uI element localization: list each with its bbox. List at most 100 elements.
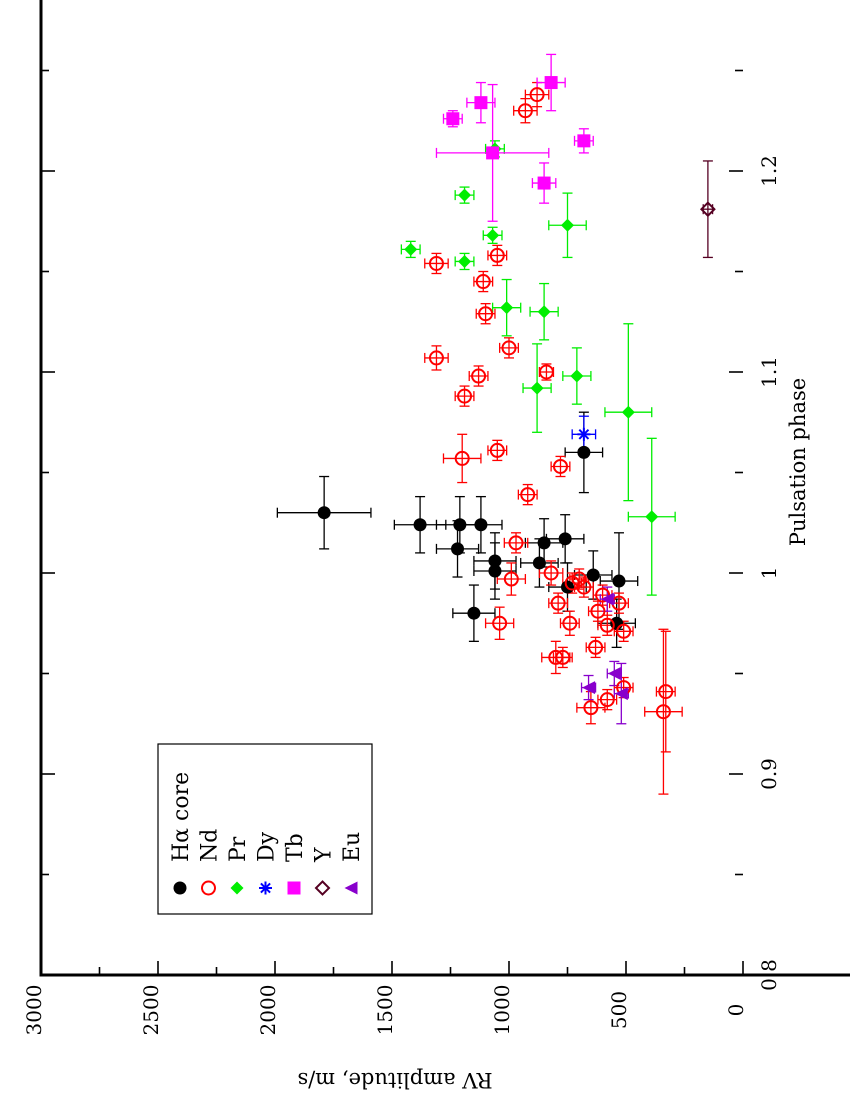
nd-data-point xyxy=(489,247,505,263)
legend-y-marker xyxy=(314,880,331,896)
dy-data-point xyxy=(577,427,591,441)
eu-data-point xyxy=(582,681,596,695)
nd-data-point xyxy=(529,87,545,103)
legend: Hα core Nd Pr Dy Tb Y Eu xyxy=(157,743,373,915)
hcore-data-point xyxy=(610,616,624,630)
nd-data-point xyxy=(428,255,444,271)
legend-dy-label: Dy xyxy=(255,831,280,862)
tb-data-point xyxy=(486,146,500,160)
pr-data-point xyxy=(570,369,584,383)
amplitude-tick-label: 2500 xyxy=(139,985,163,1036)
amplitude-tick-label: 0 xyxy=(724,1004,748,1017)
x-axis-title: Pulsation phase xyxy=(786,378,810,546)
tb-data-point xyxy=(577,134,591,148)
amplitude-tick-label: 1500 xyxy=(373,985,397,1036)
eu-data-point xyxy=(600,592,614,606)
nd-data-point xyxy=(501,340,517,356)
pr-data-point xyxy=(645,510,659,524)
hcore-data-point xyxy=(488,564,502,578)
hcore-data-point xyxy=(612,574,626,588)
amplitude-tick-label: 1000 xyxy=(490,985,514,1036)
legend-tb-marker xyxy=(287,881,301,895)
data-markers xyxy=(317,76,716,720)
hcore-data-point xyxy=(577,445,591,459)
legend-nd-marker xyxy=(201,880,216,896)
y-data-point xyxy=(699,201,716,218)
phase-tick-label: 0.8 xyxy=(757,959,781,991)
pr-data-point xyxy=(537,305,551,319)
amplitude-tick-label: 3000 xyxy=(22,985,46,1036)
nd-data-point xyxy=(454,450,470,466)
pr-data-point xyxy=(486,228,500,242)
nd-data-point xyxy=(552,458,568,474)
nd-data-point xyxy=(555,649,571,665)
hcore-data-point xyxy=(467,606,481,620)
error-bars xyxy=(276,53,714,795)
nd-data-point xyxy=(655,704,671,720)
hcore-data-point xyxy=(317,506,331,520)
plot-frame xyxy=(39,0,850,977)
nd-data-point xyxy=(475,274,491,290)
legend-y-label: Y xyxy=(312,847,337,863)
nd-data-point xyxy=(599,617,615,633)
eu-data-point xyxy=(614,687,628,701)
hcore-data-point xyxy=(558,532,572,546)
tb-data-point xyxy=(537,176,551,190)
tb-data-point xyxy=(474,96,488,110)
nd-data-point xyxy=(492,615,508,631)
nd-data-point xyxy=(520,487,536,503)
legend-hcore-marker xyxy=(173,881,187,895)
nd-data-point xyxy=(588,639,604,655)
hcore-data-point xyxy=(453,518,467,532)
nd-data-point xyxy=(562,615,578,631)
pr-data-point xyxy=(561,218,574,232)
phase-tick-label: 1.1 xyxy=(757,356,781,388)
nd-data-point xyxy=(503,571,519,587)
asterisk-stroke xyxy=(578,429,590,440)
pr-data-point xyxy=(500,301,514,315)
hcore-data-point xyxy=(586,568,600,582)
nd-data-point xyxy=(538,364,554,380)
amplitude-tick-label: 2000 xyxy=(256,985,280,1036)
phase-tick-label: 1.2 xyxy=(757,155,781,187)
nd-data-point xyxy=(517,103,533,119)
legend-eu-marker xyxy=(344,881,358,895)
nd-data-point xyxy=(508,535,524,551)
amplitude-tick-label: 500 xyxy=(607,991,631,1029)
legend-pr-label: Pr xyxy=(226,836,251,862)
nd-data-point xyxy=(658,684,674,700)
nd-data-point xyxy=(471,368,487,384)
axis-ticks xyxy=(40,69,744,976)
nd-data-point xyxy=(616,623,632,639)
nd-data-point xyxy=(583,700,599,716)
pr-data-point xyxy=(404,242,418,256)
legend-tb-label: Tb xyxy=(283,833,308,862)
nd-data-point xyxy=(457,388,473,404)
legend-hcore-label: Hα core xyxy=(169,772,194,862)
nd-data-point xyxy=(478,306,494,322)
nd-data-point xyxy=(599,692,615,708)
nd-data-point xyxy=(550,595,566,611)
tb-data-point xyxy=(446,112,460,126)
phase-tick-label: 1 xyxy=(757,567,781,580)
nd-data-point xyxy=(548,649,564,665)
nd-data-point xyxy=(543,565,559,581)
y-axis-title: RV amplitude, m/s xyxy=(297,1068,492,1092)
legend-nd-label: Nd xyxy=(198,829,223,862)
hcore-data-point xyxy=(532,556,546,570)
nd-data-point xyxy=(576,579,592,595)
pr-data-point xyxy=(458,254,472,268)
nd-data-point xyxy=(428,350,444,366)
tb-data-point xyxy=(544,76,558,90)
legend-dy-marker xyxy=(259,881,272,895)
nd-data-point xyxy=(590,603,606,619)
hcore-data-point xyxy=(474,518,488,532)
pr-data-point xyxy=(458,188,472,202)
pr-data-point xyxy=(530,381,544,395)
asterisk-stroke xyxy=(260,882,271,894)
legend-pr-marker xyxy=(230,881,244,895)
hcore-data-point xyxy=(451,542,465,556)
phase-tick-label: 0.9 xyxy=(757,758,781,790)
hcore-data-point xyxy=(488,554,502,568)
